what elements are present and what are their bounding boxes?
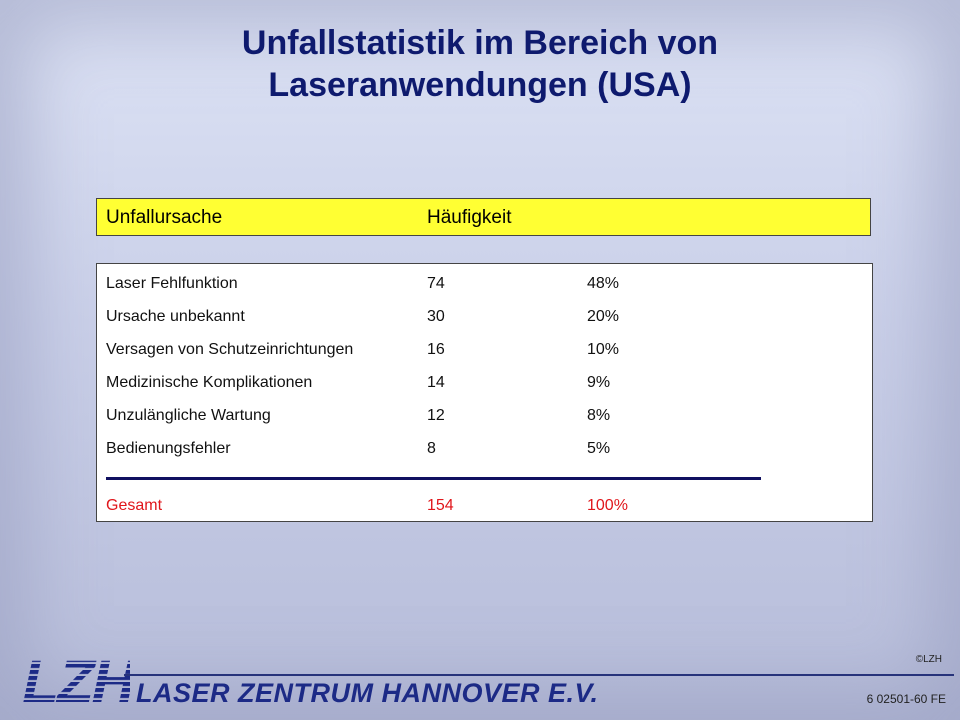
title-line-1: Unfallstatistik im Bereich von — [241, 24, 719, 62]
total-label: Gesamt — [106, 497, 163, 514]
table-row: Unzulängliche Wartung 12 8% — [97, 407, 872, 429]
table-header: Unfallursache Häufigkeit — [96, 198, 871, 236]
table-row: Ursache unbekannt 30 20% — [97, 308, 872, 330]
row-percent: 9% — [587, 374, 611, 391]
lzh-logo: LZH — [17, 652, 130, 708]
table-row: Laser Fehlfunktion 74 48% — [97, 275, 872, 297]
row-count: 74 — [427, 275, 445, 292]
footer-rule — [124, 674, 954, 676]
organization-name: LASER ZENTRUM HANNOVER E.V. — [136, 678, 599, 708]
total-separator — [106, 477, 761, 480]
row-cause: Versagen von Schutzeinrichtungen — [106, 341, 354, 358]
row-percent: 48% — [587, 275, 620, 292]
header-frequency: Häufigkeit — [427, 207, 512, 228]
row-count: 16 — [427, 341, 445, 358]
row-cause: Medizinische Komplikationen — [106, 374, 313, 391]
row-percent: 10% — [587, 341, 620, 358]
row-percent: 8% — [587, 407, 611, 424]
row-percent: 5% — [587, 440, 611, 457]
row-count: 14 — [427, 374, 445, 391]
row-count: 8 — [427, 440, 436, 457]
total-count: 154 — [427, 497, 454, 514]
row-count: 12 — [427, 407, 445, 424]
table-row: Medizinische Komplikationen 14 9% — [97, 374, 872, 396]
title-line-2: Laseranwendungen (USA) — [268, 66, 692, 104]
total-row: Gesamt 154 100% — [97, 497, 872, 519]
row-cause: Bedienungsfehler — [106, 440, 231, 457]
slide-title: Unfallstatistik im Bereich von Laseranwe… — [0, 22, 960, 106]
table-row: Versagen von Schutzeinrichtungen 16 10% — [97, 341, 872, 363]
row-cause: Unzulängliche Wartung — [106, 407, 271, 424]
row-cause: Ursache unbekannt — [106, 308, 245, 325]
row-cause: Laser Fehlfunktion — [106, 275, 238, 292]
header-cause: Unfallursache — [106, 207, 223, 228]
row-percent: 20% — [587, 308, 620, 325]
table-row: Bedienungsfehler 8 5% — [97, 440, 872, 462]
logo-text: LZH — [17, 652, 130, 708]
total-percent: 100% — [587, 497, 628, 514]
row-count: 30 — [427, 308, 445, 325]
statistics-table: Laser Fehlfunktion 74 48% Ursache unbeka… — [96, 263, 873, 522]
slide-code: 6 02501-60 FE — [866, 692, 946, 706]
copyright-label: ©LZH — [915, 654, 942, 665]
